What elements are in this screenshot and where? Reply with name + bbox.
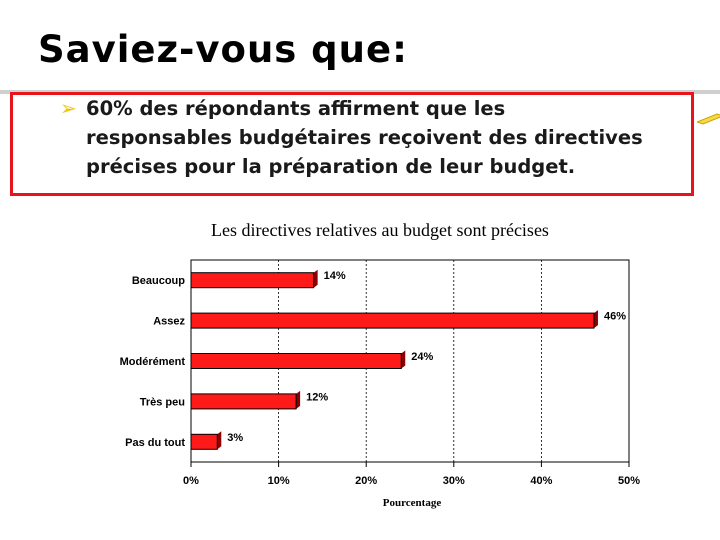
bar-chart: Les directives relatives au budget sont … bbox=[120, 220, 641, 509]
x-tick-label: 30% bbox=[443, 475, 465, 487]
data-label: 24% bbox=[411, 351, 433, 363]
x-tick-label: 50% bbox=[618, 475, 640, 487]
callout-text: 60% des répondants affirment que les res… bbox=[86, 94, 696, 181]
category-label: Modérément bbox=[120, 356, 186, 368]
data-label: 46% bbox=[604, 311, 626, 323]
x-tick-label: 10% bbox=[268, 475, 290, 487]
plot-area: 0% 10% 20% 30% 40% 50% Beaucoup 14% Assez 46% Modé… bbox=[120, 259, 640, 487]
pencil-icon bbox=[697, 113, 720, 125]
x-tick-label: 0% bbox=[183, 475, 199, 487]
category-label: Pas du tout bbox=[125, 437, 185, 449]
arrow-bullet-icon: ➢ bbox=[60, 96, 77, 120]
callout-line: 60% des répondants affirment que les bbox=[86, 97, 506, 120]
x-tick-label: 40% bbox=[530, 475, 552, 487]
category-label: Beaucoup bbox=[132, 275, 185, 287]
category-label: Très peu bbox=[140, 396, 185, 408]
x-axis-label: Pourcentage bbox=[383, 497, 442, 509]
slide-title: Saviez-vous que: bbox=[38, 28, 408, 71]
category-label: Assez bbox=[153, 316, 185, 328]
data-label: 14% bbox=[324, 270, 346, 282]
callout-line: précises pour la préparation de leur bud… bbox=[86, 155, 576, 178]
bar bbox=[190, 433, 218, 450]
bar bbox=[190, 393, 297, 410]
x-tick-label: 20% bbox=[355, 475, 377, 487]
callout-line: responsables budgétaires reçoivent des d… bbox=[86, 126, 643, 149]
callout-box bbox=[10, 92, 694, 196]
bar bbox=[190, 272, 315, 289]
data-label: 12% bbox=[306, 391, 328, 403]
bar bbox=[190, 312, 595, 329]
data-label: 3% bbox=[227, 432, 243, 444]
chart-title: Les directives relatives au budget sont … bbox=[211, 220, 549, 240]
bar bbox=[190, 353, 402, 369]
